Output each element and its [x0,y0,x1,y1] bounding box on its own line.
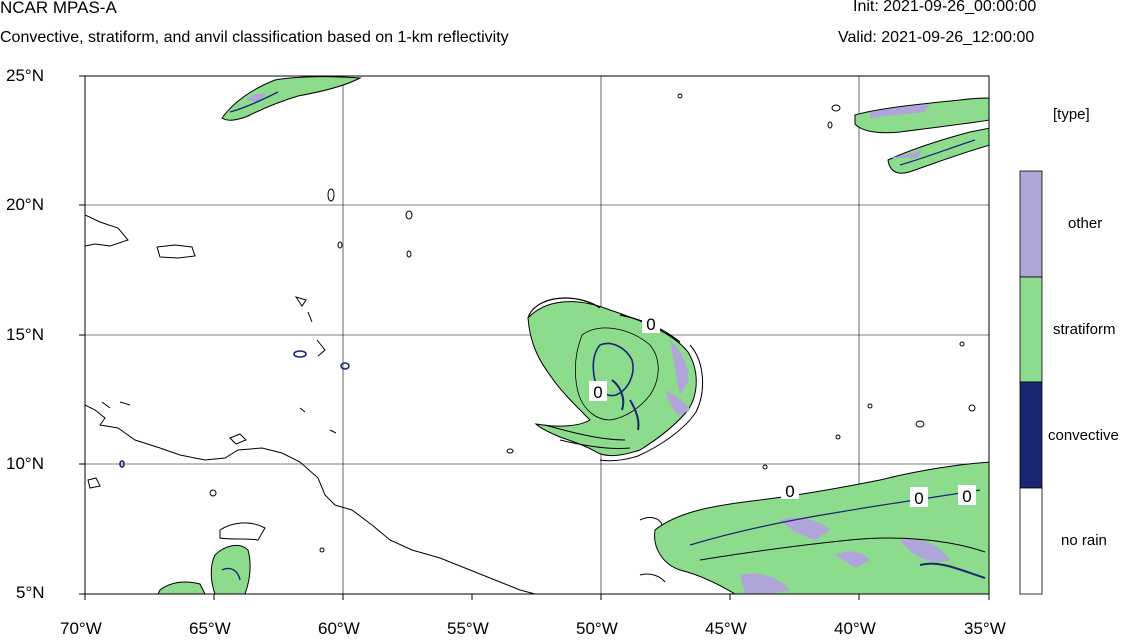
contour-label: 0 [785,482,794,501]
map-subtitle: Convective, stratiform, and anvil classi… [0,29,509,46]
precip-band-nw [221,76,362,121]
lon-label: 50°W [576,619,618,638]
valid-time: Valid: 2021-09-26_12:00:00 [838,29,1035,46]
legend-swatch-convective [1019,381,1043,489]
coastline-south-america [85,404,536,594]
init-time: Init: 2021-09-26_00:00:00 [853,0,1037,15]
coastline-puerto-rico [156,244,196,259]
lon-label: 35°W [964,619,1006,638]
axis-ticks [79,75,990,600]
lon-label: 55°W [447,619,489,638]
lat-label: 10°N [6,454,44,473]
coastline-small-islands [87,296,337,489]
lat-label: 20°N [6,195,44,214]
lon-label: 60°W [318,619,360,638]
legend-label-no-rain: no rain [1061,532,1107,549]
precip-blob-sw [157,522,266,594]
contour-label: 0 [646,315,655,334]
map-content: 0 0 0 0 0 [85,76,989,594]
hurricane-precip [527,297,704,462]
legend-swatch-no-rain [1019,487,1043,595]
legend-title: [type] [1053,106,1090,123]
precip-band-ne [854,97,989,174]
legend-swatch-stratiform [1019,276,1043,383]
map-title: NCAR MPAS-A [0,0,117,17]
lat-label: 15°N [6,325,44,344]
legend-label-stratiform: stratiform [1053,321,1116,338]
lon-label: 40°W [834,619,876,638]
coastline-trinidad [229,433,247,445]
lat-label: 5°N [16,583,45,602]
lon-label: 45°W [705,619,747,638]
lat-label: 25°N [6,66,44,85]
contour-label: 0 [914,489,923,508]
scattered-cells [119,93,976,553]
legend-label-other: other [1068,215,1103,232]
legend-colorbar [1019,170,1043,595]
legend-label-convective: convective [1048,427,1119,444]
contour-labels: 0 0 0 0 0 [589,313,976,508]
contour-label: 0 [593,383,602,402]
coastline-venezuela-islands [85,214,129,247]
precip-field-se [639,461,989,594]
lon-label: 70°W [60,619,102,638]
lon-label: 65°W [189,619,231,638]
legend-swatch-other [1019,170,1043,278]
contour-label: 0 [962,487,971,506]
